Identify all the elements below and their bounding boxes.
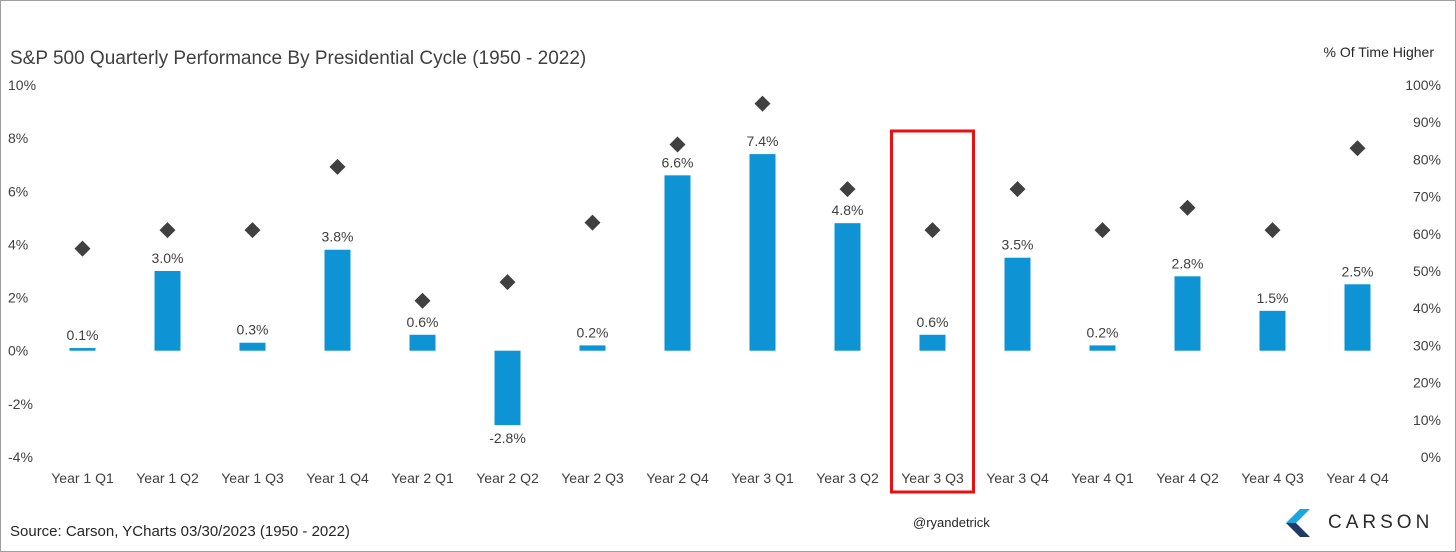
right-tick-label: 100% bbox=[1405, 77, 1441, 93]
right-tick-label: 10% bbox=[1413, 412, 1441, 428]
carson-logo-icon bbox=[1286, 509, 1310, 537]
left-tick-label: 2% bbox=[8, 290, 28, 306]
pct-higher-marker bbox=[1349, 140, 1366, 157]
left-tick-label: -4% bbox=[8, 449, 33, 465]
category-label: Year 1 Q3 bbox=[221, 470, 284, 486]
category-label: Year 4 Q4 bbox=[1326, 470, 1389, 486]
category-label: Year 4 Q3 bbox=[1241, 470, 1304, 486]
pct-higher-marker bbox=[1264, 222, 1281, 239]
data-label: 3.5% bbox=[1002, 237, 1034, 253]
bar bbox=[919, 334, 946, 351]
bar bbox=[1174, 276, 1201, 351]
source-note: Source: Carson, YCharts 03/30/2023 (1950… bbox=[10, 523, 350, 540]
category-label: Year 2 Q4 bbox=[646, 470, 709, 486]
logo-text: CARSON bbox=[1328, 512, 1434, 533]
bar bbox=[239, 342, 266, 351]
category-label: Year 3 Q3 bbox=[901, 470, 964, 486]
data-label: 4.8% bbox=[832, 202, 864, 218]
data-label: 2.8% bbox=[1172, 255, 1204, 271]
left-tick-label: 10% bbox=[8, 77, 36, 93]
category-label: Year 3 Q1 bbox=[731, 470, 794, 486]
right-tick-label: 50% bbox=[1413, 263, 1441, 279]
pct-higher-marker bbox=[669, 136, 686, 153]
bar-series bbox=[69, 154, 1371, 426]
bar bbox=[1089, 345, 1116, 351]
pct-higher-marker bbox=[1179, 199, 1196, 216]
data-label: 3.8% bbox=[322, 229, 354, 245]
pct-higher-marker bbox=[329, 158, 346, 175]
data-label: 2.5% bbox=[1342, 263, 1374, 279]
left-tick-label: -2% bbox=[8, 396, 33, 412]
data-label: 3.0% bbox=[152, 250, 184, 266]
right-tick-label: 90% bbox=[1413, 114, 1441, 130]
data-label: 0.6% bbox=[917, 314, 949, 330]
bar bbox=[834, 223, 861, 351]
pct-higher-marker bbox=[924, 222, 941, 239]
bar-labels: 0.1% 3.0% 0.3% 3.8% 0.6% -2.8% 0.2% 6.6% 7.4% 4.8… bbox=[67, 133, 1374, 446]
category-label: Year 4 Q2 bbox=[1156, 470, 1219, 486]
right-tick-label: 20% bbox=[1413, 375, 1441, 391]
pct-higher-marker bbox=[414, 292, 431, 309]
data-label: 6.6% bbox=[662, 154, 694, 170]
pct-higher-marker bbox=[1009, 181, 1026, 198]
pct-higher-series bbox=[74, 95, 1366, 309]
bar bbox=[1344, 284, 1371, 351]
data-label: 0.3% bbox=[237, 322, 269, 338]
bar bbox=[494, 350, 521, 426]
pct-higher-marker bbox=[244, 222, 261, 239]
right-tick-label: 30% bbox=[1413, 337, 1441, 353]
bar bbox=[409, 334, 436, 351]
highlight-box bbox=[890, 129, 975, 494]
bar bbox=[324, 249, 351, 351]
chart-title: S&P 500 Quarterly Performance By Preside… bbox=[10, 48, 587, 69]
bar bbox=[579, 345, 606, 351]
category-label: Year 2 Q3 bbox=[561, 470, 624, 486]
author-handle: @ryandetrick bbox=[913, 515, 990, 530]
category-label: Year 1 Q1 bbox=[51, 470, 114, 486]
left-tick-label: 0% bbox=[8, 343, 28, 359]
pct-higher-marker bbox=[159, 222, 176, 239]
pct-higher-marker bbox=[754, 95, 771, 112]
bar bbox=[1259, 310, 1286, 351]
category-label: Year 2 Q1 bbox=[391, 470, 454, 486]
left-tick-label: 4% bbox=[8, 236, 28, 252]
data-label: 0.2% bbox=[577, 324, 609, 340]
data-label: 1.5% bbox=[1257, 290, 1289, 306]
right-tick-label: 80% bbox=[1413, 151, 1441, 167]
bar bbox=[154, 271, 181, 351]
right-tick-label: 0% bbox=[1421, 449, 1441, 465]
left-axis: -4% -2% 0% 2% 4% 6% 8% 10% bbox=[8, 77, 36, 465]
x-axis: Year 1 Q1 Year 1 Q2 Year 1 Q3 Year 1 Q4 Year… bbox=[51, 470, 1389, 486]
category-label: Year 2 Q2 bbox=[476, 470, 539, 486]
data-label: 0.6% bbox=[407, 314, 439, 330]
right-tick-label: 60% bbox=[1413, 226, 1441, 242]
carson-logo: CARSON bbox=[1286, 506, 1433, 540]
data-label: 7.4% bbox=[747, 133, 779, 149]
bar bbox=[69, 348, 96, 351]
pct-higher-marker bbox=[499, 274, 516, 291]
bar bbox=[1004, 257, 1031, 351]
data-label: -2.8% bbox=[489, 430, 526, 446]
left-tick-label: 8% bbox=[8, 130, 28, 146]
category-label: Year 3 Q2 bbox=[816, 470, 879, 486]
pct-higher-marker bbox=[839, 181, 856, 198]
right-axis-title: % Of Time Higher bbox=[1323, 44, 1434, 60]
bar bbox=[749, 154, 776, 351]
category-label: Year 1 Q4 bbox=[306, 470, 369, 486]
left-tick-label: 6% bbox=[8, 183, 28, 199]
data-label: 0.2% bbox=[1087, 324, 1119, 340]
pct-higher-marker bbox=[74, 240, 91, 257]
pct-higher-marker bbox=[584, 214, 601, 231]
right-tick-label: 40% bbox=[1413, 300, 1441, 316]
pct-higher-marker bbox=[1094, 222, 1111, 239]
category-label: Year 1 Q2 bbox=[136, 470, 199, 486]
data-label: 0.1% bbox=[67, 327, 99, 343]
right-tick-label: 70% bbox=[1413, 189, 1441, 205]
right-axis: 0% 10% 20% 30% 40% 50% 60% 70% 80% 90% 100% bbox=[1405, 77, 1441, 465]
category-label: Year 3 Q4 bbox=[986, 470, 1049, 486]
category-label: Year 4 Q1 bbox=[1071, 470, 1134, 486]
bar bbox=[664, 175, 691, 351]
